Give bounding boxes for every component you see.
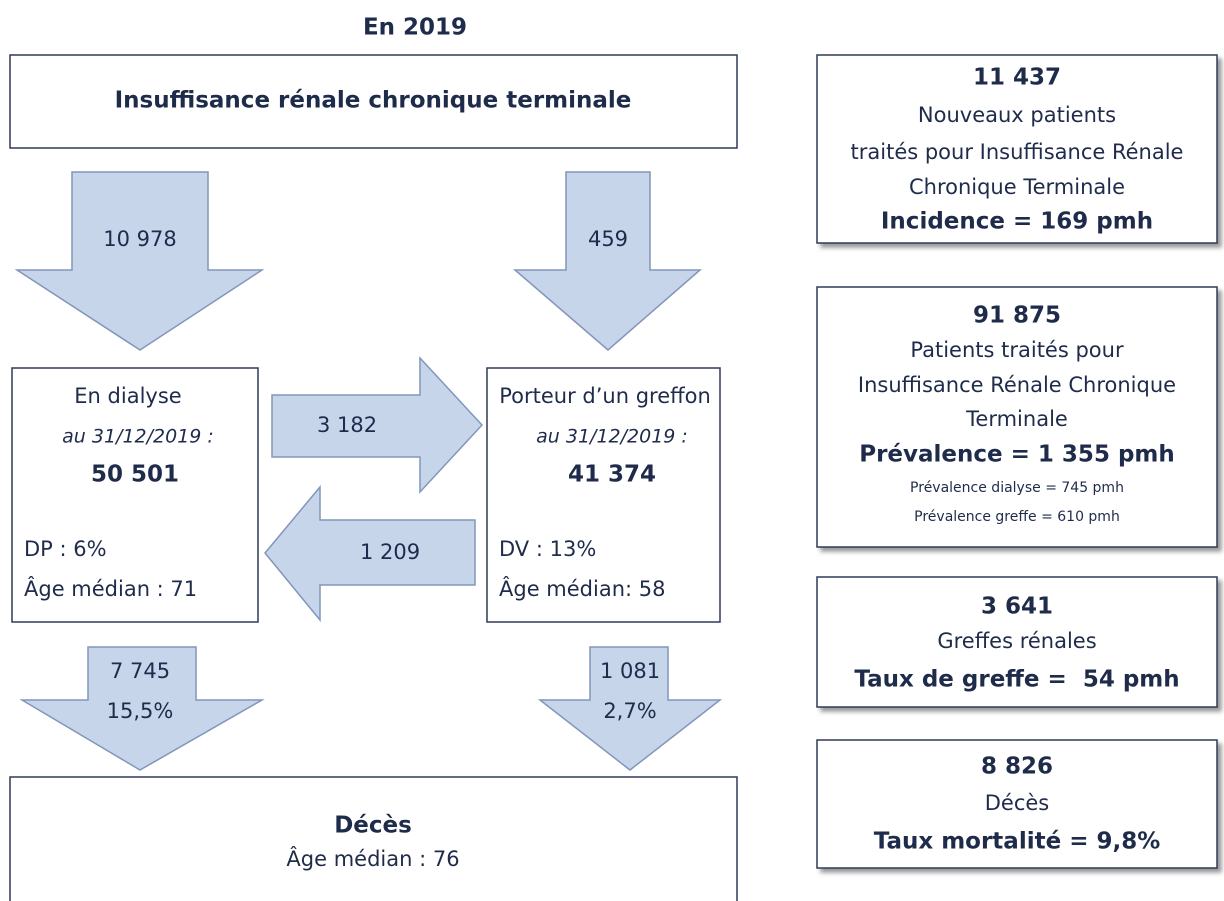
side-line: Terminale [965, 407, 1068, 431]
box-title: Porteur d’un greffon [499, 384, 711, 408]
box-date: au 31/12/2019 : [62, 426, 214, 448]
arrow-down [512, 171, 703, 351]
arrow-down [19, 646, 265, 771]
box-age: Âge médian: 58 [499, 576, 665, 601]
box-count: 41 374 [568, 462, 656, 488]
graft-box [486, 367, 721, 623]
side-line: Greffes rénales [937, 629, 1096, 653]
side-rate: Taux de greffe = 54 pmh [854, 667, 1179, 693]
side-rate: Incidence = 169 pmh [881, 209, 1153, 235]
box-stat: DV : 13% [499, 537, 596, 561]
side-count: 11 437 [973, 65, 1061, 91]
arrow-down [537, 646, 723, 771]
flow-label: 15,5% [107, 699, 174, 723]
death-box [9, 776, 738, 901]
top-box-label: Insuffisance rénale chronique terminale [115, 88, 632, 114]
box-title: Décès [334, 813, 412, 839]
side-line: Décès [985, 791, 1050, 815]
side-count: 8 826 [981, 754, 1053, 780]
flow-label: 459 [588, 227, 628, 251]
side-line: Patients traités pour [910, 338, 1124, 362]
box-count: 50 501 [91, 462, 179, 488]
side-rate: Taux mortalité = 9,8% [874, 829, 1161, 855]
side-count: 91 875 [973, 303, 1061, 329]
top-box [9, 54, 738, 149]
flow-label: 1 081 [600, 659, 660, 683]
title: En 2019 [363, 15, 467, 41]
side-count: 3 641 [981, 594, 1053, 620]
arrow-right [271, 356, 484, 494]
side-line: Insuffisance Rénale Chronique [858, 373, 1176, 397]
box-title: En dialyse [74, 384, 181, 408]
flow-label: 3 182 [317, 413, 377, 437]
dialysis-box [11, 367, 259, 623]
side-box [816, 54, 1218, 244]
arrow-left [264, 484, 476, 623]
arrow-down [14, 171, 265, 351]
side-note: Prévalence dialyse = 745 pmh [910, 480, 1124, 496]
side-rate: Prévalence = 1 355 pmh [859, 442, 1175, 468]
side-line: Nouveaux patients [918, 103, 1116, 127]
box-stat: DP : 6% [24, 537, 107, 561]
side-note: Prévalence greffe = 610 pmh [914, 509, 1120, 525]
side-line: traités pour Insuffisance Rénale [851, 140, 1184, 164]
box-age: Âge médian : 76 [286, 846, 459, 871]
side-box [816, 739, 1218, 869]
side-boxes [816, 54, 1218, 869]
flow-label: 2,7% [603, 699, 656, 723]
side-box [816, 286, 1218, 548]
flow-label: 7 745 [110, 659, 170, 683]
box-date: au 31/12/2019 : [536, 426, 688, 448]
flow-label: 1 209 [360, 540, 420, 564]
side-line: Chronique Terminale [909, 175, 1125, 199]
side-box [816, 576, 1218, 708]
flow-label: 10 978 [103, 227, 176, 251]
box-age: Âge médian : 71 [24, 576, 197, 601]
